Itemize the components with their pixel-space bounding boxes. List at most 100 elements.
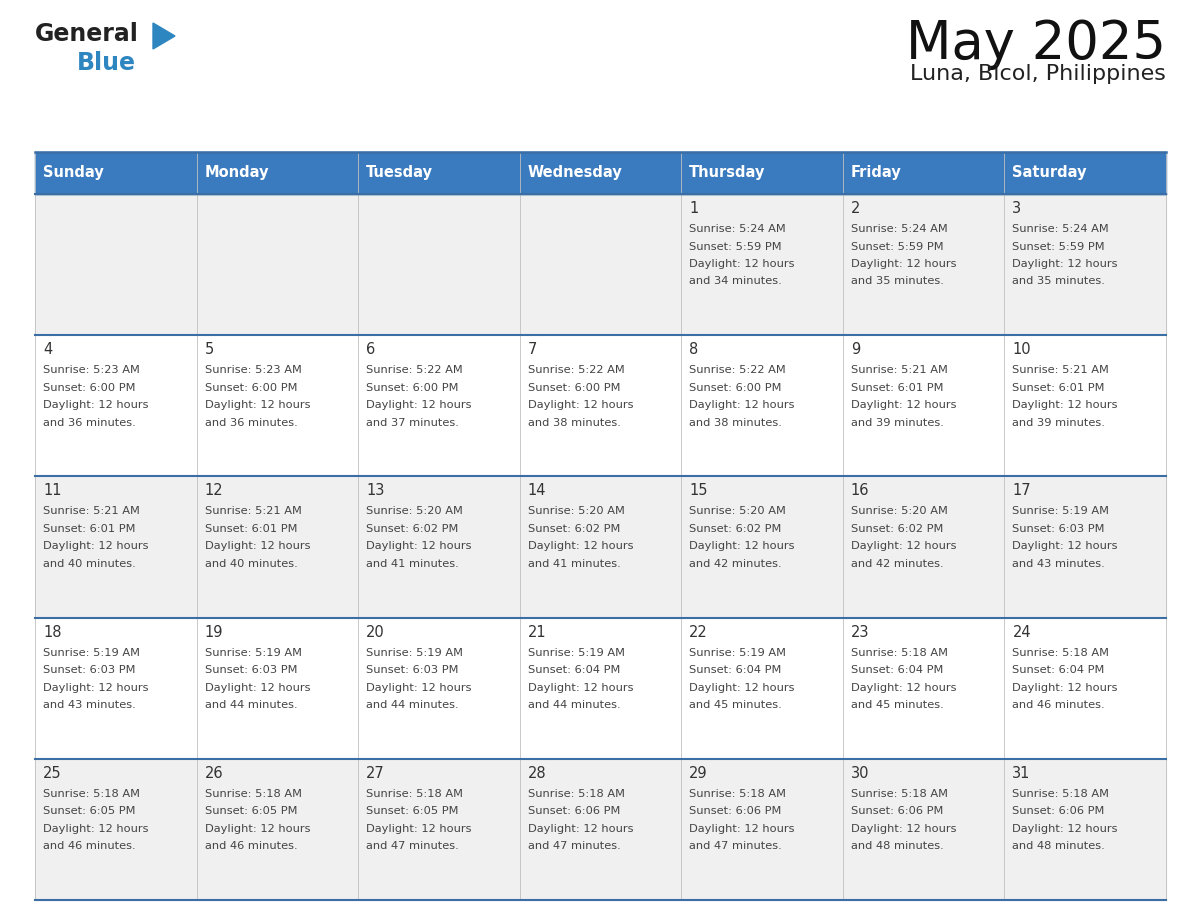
Text: 2: 2 bbox=[851, 201, 860, 216]
Text: Sunrise: 5:21 AM: Sunrise: 5:21 AM bbox=[43, 507, 140, 517]
Text: and 44 minutes.: and 44 minutes. bbox=[366, 700, 459, 711]
Bar bbox=[196, 335, 358, 476]
Text: Sunset: 6:02 PM: Sunset: 6:02 PM bbox=[851, 524, 943, 534]
Text: Sunset: 6:05 PM: Sunset: 6:05 PM bbox=[43, 806, 135, 816]
Text: Daylight: 12 hours: Daylight: 12 hours bbox=[851, 400, 956, 410]
Text: Sunrise: 5:20 AM: Sunrise: 5:20 AM bbox=[689, 507, 786, 517]
Text: 30: 30 bbox=[851, 766, 870, 781]
Text: 15: 15 bbox=[689, 484, 708, 498]
Text: Sunrise: 5:23 AM: Sunrise: 5:23 AM bbox=[43, 365, 140, 375]
Text: Daylight: 12 hours: Daylight: 12 hours bbox=[527, 683, 633, 692]
Text: Sunset: 6:01 PM: Sunset: 6:01 PM bbox=[1012, 383, 1105, 393]
Text: 7: 7 bbox=[527, 342, 537, 357]
Text: 13: 13 bbox=[366, 484, 385, 498]
Text: and 38 minutes.: and 38 minutes. bbox=[527, 418, 620, 428]
Text: and 36 minutes.: and 36 minutes. bbox=[204, 418, 297, 428]
Bar bbox=[1004, 759, 1165, 900]
Text: 26: 26 bbox=[204, 766, 223, 781]
Bar bbox=[519, 759, 681, 900]
Text: and 42 minutes.: and 42 minutes. bbox=[689, 559, 782, 569]
Text: Sunrise: 5:20 AM: Sunrise: 5:20 AM bbox=[366, 507, 463, 517]
Text: Sunset: 6:00 PM: Sunset: 6:00 PM bbox=[43, 383, 135, 393]
Text: 4: 4 bbox=[43, 342, 52, 357]
Text: 6: 6 bbox=[366, 342, 375, 357]
Text: and 48 minutes.: and 48 minutes. bbox=[851, 841, 943, 851]
Text: Sunset: 6:02 PM: Sunset: 6:02 PM bbox=[527, 524, 620, 534]
Text: Wednesday: Wednesday bbox=[527, 165, 623, 181]
Text: Sunrise: 5:23 AM: Sunrise: 5:23 AM bbox=[204, 365, 302, 375]
Text: Sunrise: 5:18 AM: Sunrise: 5:18 AM bbox=[851, 647, 948, 657]
Bar bbox=[358, 618, 519, 759]
Text: 9: 9 bbox=[851, 342, 860, 357]
Text: Sunrise: 5:18 AM: Sunrise: 5:18 AM bbox=[689, 789, 786, 799]
Text: Luna, Bicol, Philippines: Luna, Bicol, Philippines bbox=[910, 64, 1165, 84]
Bar bbox=[358, 759, 519, 900]
Text: Sunset: 6:02 PM: Sunset: 6:02 PM bbox=[366, 524, 459, 534]
Text: 23: 23 bbox=[851, 624, 870, 640]
Bar bbox=[842, 194, 1004, 335]
Text: 12: 12 bbox=[204, 484, 223, 498]
Bar bbox=[196, 476, 358, 618]
Text: Daylight: 12 hours: Daylight: 12 hours bbox=[1012, 823, 1118, 834]
Text: 14: 14 bbox=[527, 484, 546, 498]
Bar bbox=[196, 618, 358, 759]
Text: Sunset: 6:01 PM: Sunset: 6:01 PM bbox=[851, 383, 943, 393]
Text: 19: 19 bbox=[204, 624, 223, 640]
Text: 17: 17 bbox=[1012, 484, 1031, 498]
Bar bbox=[196, 759, 358, 900]
Text: Sunday: Sunday bbox=[43, 165, 103, 181]
Text: Daylight: 12 hours: Daylight: 12 hours bbox=[43, 823, 148, 834]
Text: May 2025: May 2025 bbox=[906, 18, 1165, 70]
Text: Sunrise: 5:18 AM: Sunrise: 5:18 AM bbox=[1012, 647, 1110, 657]
Text: Daylight: 12 hours: Daylight: 12 hours bbox=[851, 259, 956, 269]
Text: Sunset: 6:04 PM: Sunset: 6:04 PM bbox=[689, 666, 782, 675]
Text: Sunrise: 5:19 AM: Sunrise: 5:19 AM bbox=[204, 647, 302, 657]
Text: 11: 11 bbox=[43, 484, 62, 498]
Bar bbox=[681, 194, 842, 335]
Bar bbox=[34, 335, 196, 476]
Bar bbox=[842, 618, 1004, 759]
Polygon shape bbox=[153, 23, 175, 49]
Text: and 40 minutes.: and 40 minutes. bbox=[43, 559, 135, 569]
Text: Sunrise: 5:21 AM: Sunrise: 5:21 AM bbox=[851, 365, 948, 375]
Text: Daylight: 12 hours: Daylight: 12 hours bbox=[1012, 400, 1118, 410]
Bar bbox=[681, 476, 842, 618]
Text: Daylight: 12 hours: Daylight: 12 hours bbox=[689, 823, 795, 834]
Text: 10: 10 bbox=[1012, 342, 1031, 357]
Text: and 37 minutes.: and 37 minutes. bbox=[366, 418, 459, 428]
Text: 29: 29 bbox=[689, 766, 708, 781]
Text: and 39 minutes.: and 39 minutes. bbox=[1012, 418, 1105, 428]
Text: Sunrise: 5:24 AM: Sunrise: 5:24 AM bbox=[689, 224, 786, 234]
Text: Sunset: 6:05 PM: Sunset: 6:05 PM bbox=[366, 806, 459, 816]
Text: Sunrise: 5:21 AM: Sunrise: 5:21 AM bbox=[204, 507, 302, 517]
Text: Sunset: 6:03 PM: Sunset: 6:03 PM bbox=[1012, 524, 1105, 534]
Text: and 45 minutes.: and 45 minutes. bbox=[689, 700, 782, 711]
Text: 20: 20 bbox=[366, 624, 385, 640]
Text: Daylight: 12 hours: Daylight: 12 hours bbox=[689, 683, 795, 692]
Text: and 41 minutes.: and 41 minutes. bbox=[366, 559, 459, 569]
Text: and 38 minutes.: and 38 minutes. bbox=[689, 418, 782, 428]
Text: Sunrise: 5:20 AM: Sunrise: 5:20 AM bbox=[527, 507, 625, 517]
Text: Daylight: 12 hours: Daylight: 12 hours bbox=[851, 823, 956, 834]
Text: 27: 27 bbox=[366, 766, 385, 781]
Text: Daylight: 12 hours: Daylight: 12 hours bbox=[527, 542, 633, 552]
Text: Daylight: 12 hours: Daylight: 12 hours bbox=[689, 542, 795, 552]
Text: Daylight: 12 hours: Daylight: 12 hours bbox=[43, 400, 148, 410]
Text: Sunset: 6:04 PM: Sunset: 6:04 PM bbox=[851, 666, 943, 675]
Text: Daylight: 12 hours: Daylight: 12 hours bbox=[366, 542, 472, 552]
Text: Sunrise: 5:24 AM: Sunrise: 5:24 AM bbox=[851, 224, 948, 234]
Text: Sunset: 6:00 PM: Sunset: 6:00 PM bbox=[527, 383, 620, 393]
Text: Daylight: 12 hours: Daylight: 12 hours bbox=[689, 259, 795, 269]
Text: 3: 3 bbox=[1012, 201, 1022, 216]
Text: Sunset: 6:03 PM: Sunset: 6:03 PM bbox=[43, 666, 135, 675]
Bar bbox=[1004, 476, 1165, 618]
Text: Daylight: 12 hours: Daylight: 12 hours bbox=[204, 542, 310, 552]
Text: Daylight: 12 hours: Daylight: 12 hours bbox=[204, 823, 310, 834]
Text: and 39 minutes.: and 39 minutes. bbox=[851, 418, 943, 428]
Text: Sunrise: 5:18 AM: Sunrise: 5:18 AM bbox=[1012, 789, 1110, 799]
Text: and 47 minutes.: and 47 minutes. bbox=[366, 841, 459, 851]
Bar bbox=[519, 618, 681, 759]
Text: 28: 28 bbox=[527, 766, 546, 781]
Bar bbox=[519, 476, 681, 618]
Bar bbox=[358, 194, 519, 335]
